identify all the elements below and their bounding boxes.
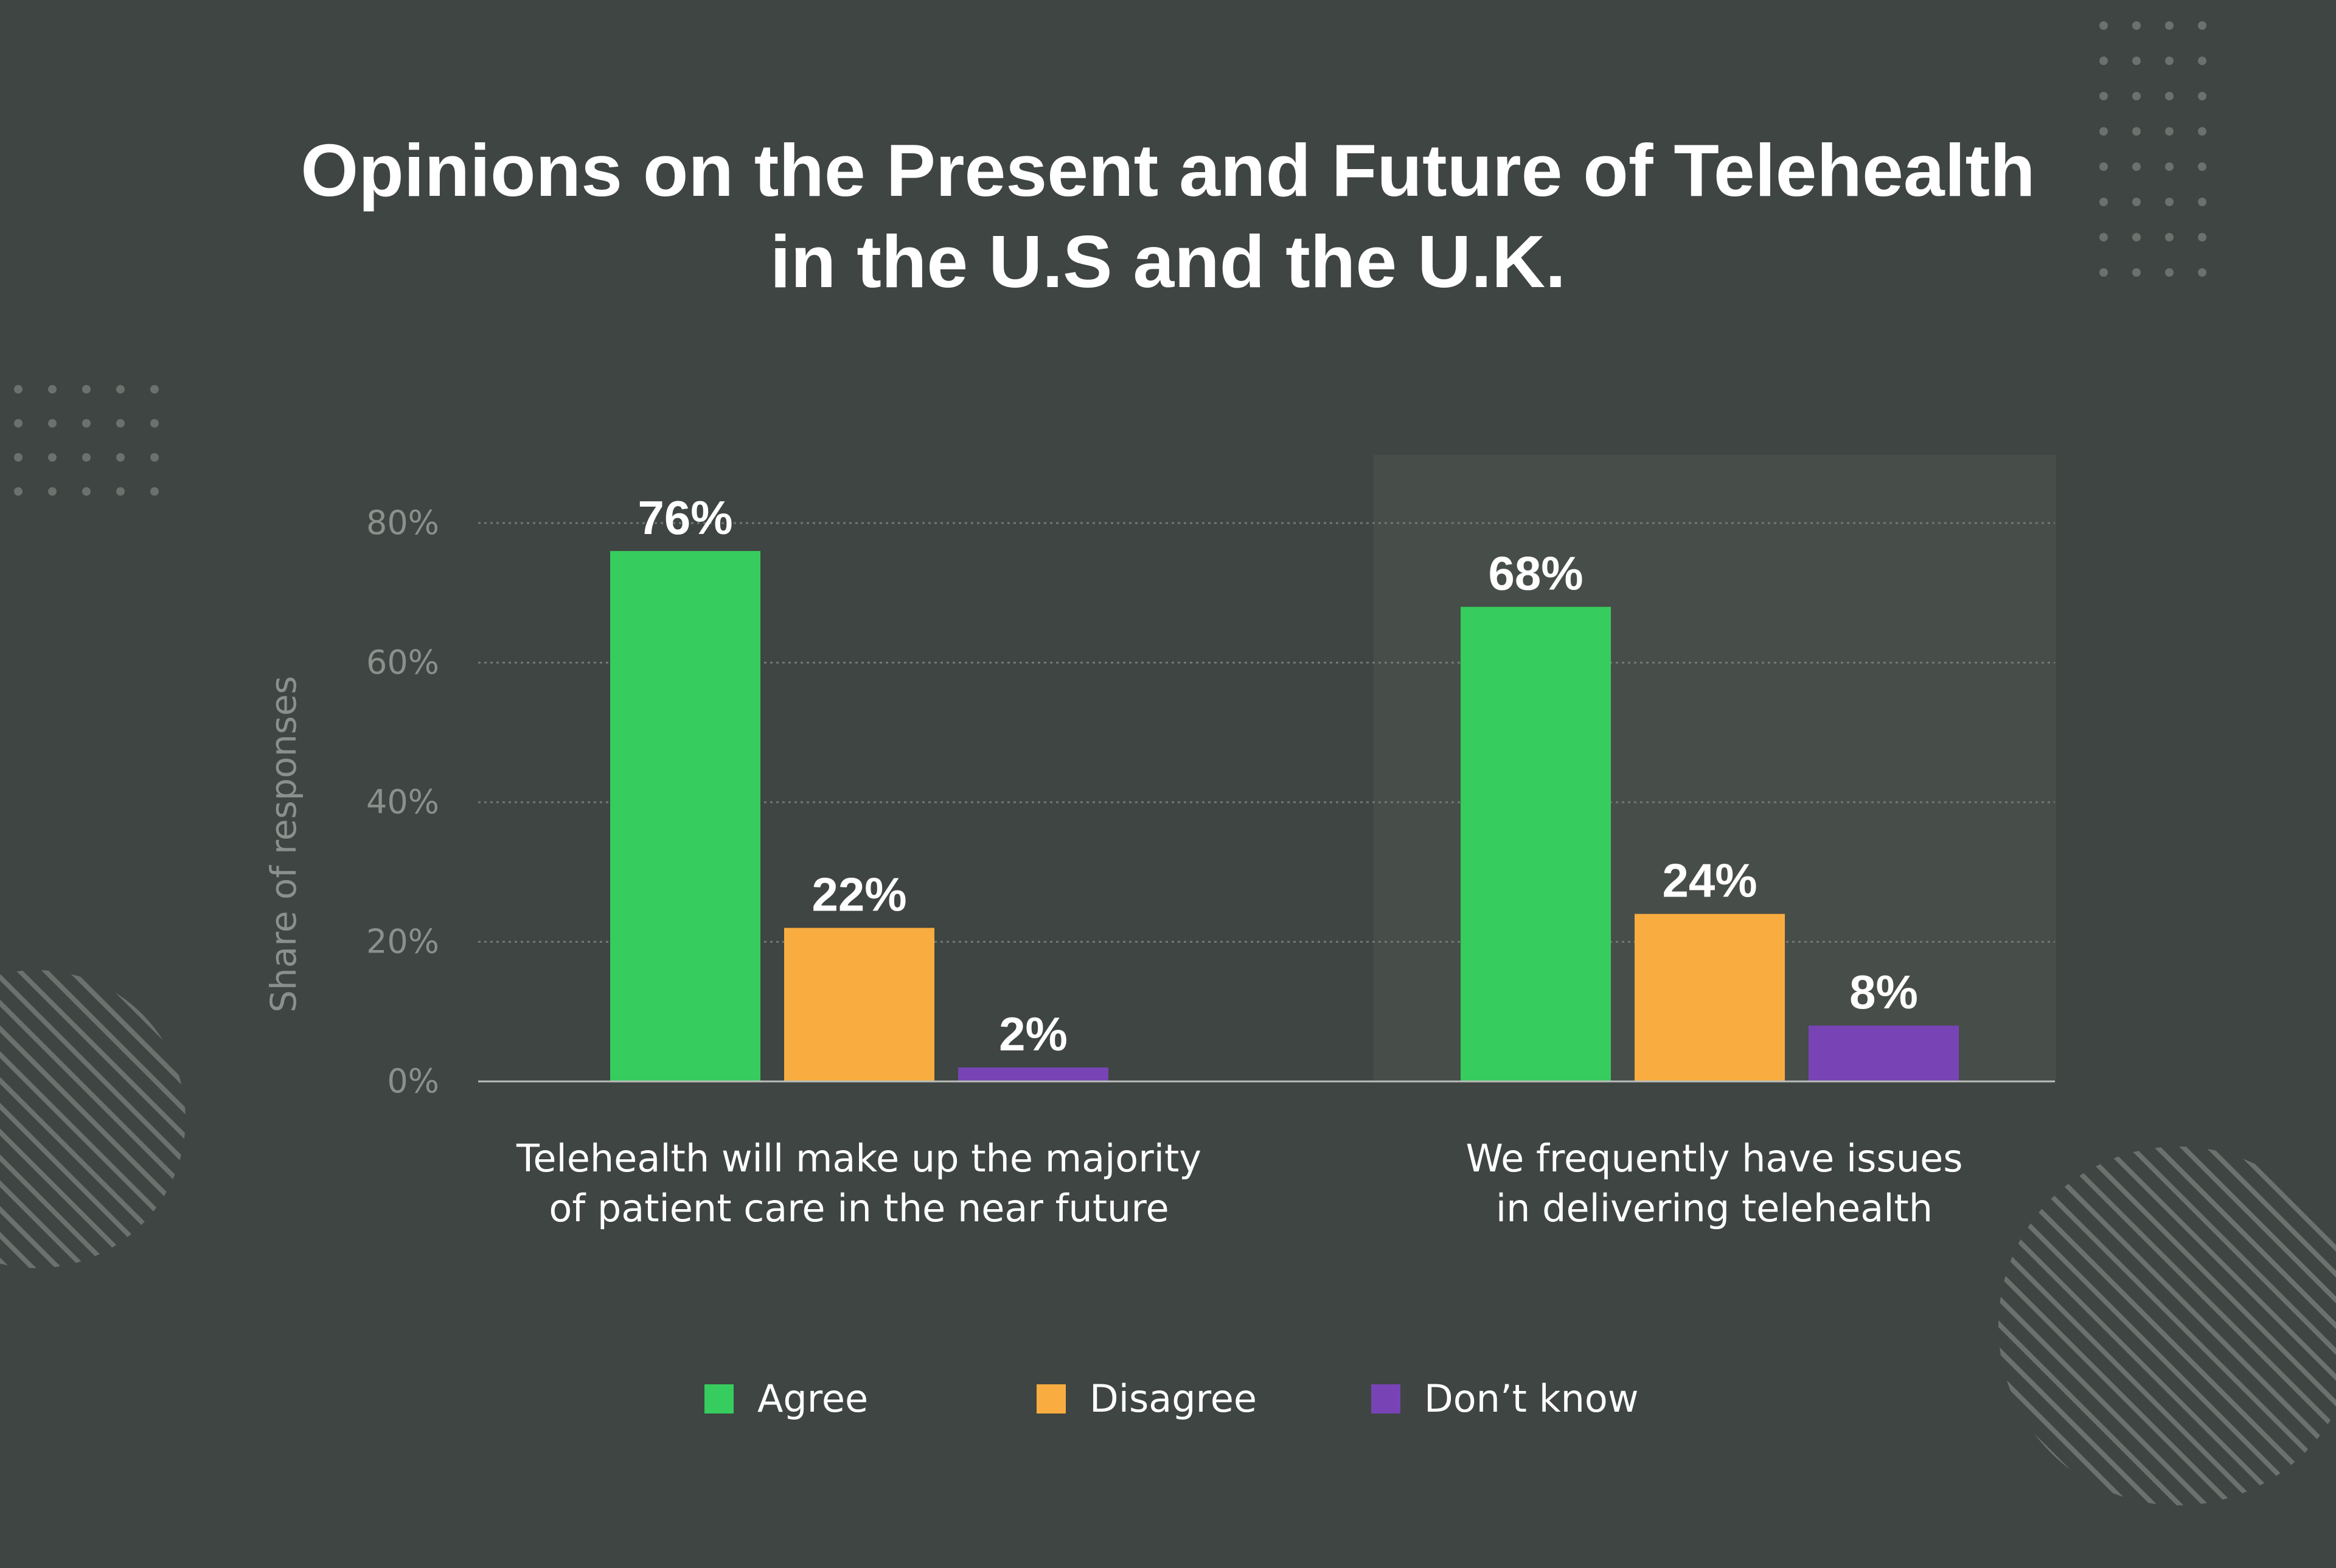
decorative-dot [2198, 21, 2206, 30]
decorative-dot [14, 385, 23, 394]
decorative-dot [2165, 162, 2174, 171]
decorative-dot [48, 385, 57, 394]
category-label-1-line-2: in delivering telehealth [1496, 1186, 1933, 1230]
bar-value-label: 24% [1662, 854, 1757, 907]
decorative-dot [2132, 268, 2141, 277]
bar-value-label: 8% [1849, 965, 1918, 1019]
bar-don-t-know-0 [958, 1067, 1108, 1081]
bar-don-t-know-1 [1809, 1025, 1959, 1081]
decorative-striped-circle-right [1998, 1147, 2336, 1505]
y-tick-label: 60% [366, 644, 439, 682]
decorative-dot [116, 419, 125, 428]
decorative-dot [2099, 21, 2108, 30]
decorative-dot [116, 385, 125, 394]
decorative-dot [2198, 268, 2206, 277]
decorative-dot [2132, 127, 2141, 136]
decorative-dot [82, 419, 91, 428]
decorative-dot [116, 487, 125, 496]
y-axis-title: Share of responses [263, 676, 304, 1013]
decorative-dot-grid-top-right [2099, 21, 2206, 277]
y-tick-label: 0% [387, 1062, 439, 1100]
decorative-dot [2099, 57, 2108, 65]
chart-title-line-2: in the U.S and the U.K. [770, 220, 1566, 303]
decorative-dot [2198, 57, 2206, 65]
category-label-1-line-1: We frequently have issues [1465, 1136, 1962, 1181]
decorative-dot [2099, 268, 2108, 277]
legend-swatch-don-t-know [1371, 1384, 1400, 1414]
decorative-dot [2099, 127, 2108, 136]
decorative-dot [150, 385, 159, 394]
y-tick-label: 80% [366, 504, 439, 542]
decorative-dot [2132, 21, 2141, 30]
bars [610, 550, 1959, 1081]
decorative-dot-grid-left [14, 385, 159, 496]
category-labels: Telehealth will make up the majority of p… [516, 1136, 1963, 1230]
legend: Agree Disagree Don’t know [704, 1376, 1639, 1421]
bar-agree-1 [1461, 606, 1611, 1081]
legend-swatch-disagree [1037, 1384, 1066, 1414]
decorative-dot [2132, 57, 2141, 65]
decorative-striped-circle-left [0, 970, 186, 1268]
decorative-dot [2165, 92, 2174, 100]
decorative-dot [2132, 233, 2141, 241]
y-tick-label: 40% [366, 783, 439, 821]
decorative-dot [2198, 162, 2206, 171]
decorative-dot [2198, 92, 2206, 100]
decorative-dot [150, 453, 159, 462]
decorative-dot [82, 453, 91, 462]
decorative-dot [2165, 57, 2174, 65]
bar-value-label: 76% [638, 491, 732, 544]
decorative-dot [2099, 162, 2108, 171]
decorative-dot [82, 487, 91, 496]
legend-swatch-agree [704, 1384, 734, 1414]
bar-value-label: 2% [999, 1007, 1068, 1061]
decorative-dot [2132, 92, 2141, 100]
decorative-dot [2165, 268, 2174, 277]
category-label-0-line-1: Telehealth will make up the majority [516, 1136, 1201, 1181]
legend-label: Don’t know [1424, 1376, 1639, 1421]
decorative-dot [150, 419, 159, 428]
decorative-dot [150, 487, 159, 496]
decorative-dot [14, 453, 23, 462]
decorative-dot [48, 487, 57, 496]
decorative-dot [2132, 198, 2141, 206]
decorative-dot [2099, 198, 2108, 206]
bar-value-label: 22% [812, 868, 906, 921]
y-axis-ticks: 0% 20% 40% 60% 80% [366, 504, 439, 1100]
y-tick-label: 20% [366, 923, 439, 961]
decorative-dot [14, 487, 23, 496]
bar-disagree-0 [784, 928, 934, 1081]
category-label-0-line-2: of patient care in the near future [549, 1186, 1169, 1230]
bar-agree-0 [610, 550, 760, 1081]
legend-label: Disagree [1090, 1376, 1257, 1421]
decorative-dot [2099, 233, 2108, 241]
decorative-dot [2132, 162, 2141, 171]
decorative-dot [48, 419, 57, 428]
decorative-dot [2165, 198, 2174, 206]
chart-title-line-1: Opinions on the Present and Future of Te… [301, 129, 2035, 212]
decorative-dot [2198, 127, 2206, 136]
bar-disagree-1 [1635, 914, 1785, 1081]
decorative-dot [82, 385, 91, 394]
decorative-dot [2165, 233, 2174, 241]
legend-label: Agree [757, 1376, 868, 1421]
bar-value-label: 68% [1488, 547, 1583, 600]
decorative-dot [2165, 127, 2174, 136]
bar-value-labels: 76% 68% 22% 24% 2% 8% [638, 491, 1917, 1061]
decorative-dot [2099, 92, 2108, 100]
decorative-dot [2198, 233, 2206, 241]
decorative-dot [2165, 21, 2174, 30]
decorative-dot [48, 453, 57, 462]
decorative-dot [116, 453, 125, 462]
decorative-dot [2198, 198, 2206, 206]
decorative-dot [14, 419, 23, 428]
